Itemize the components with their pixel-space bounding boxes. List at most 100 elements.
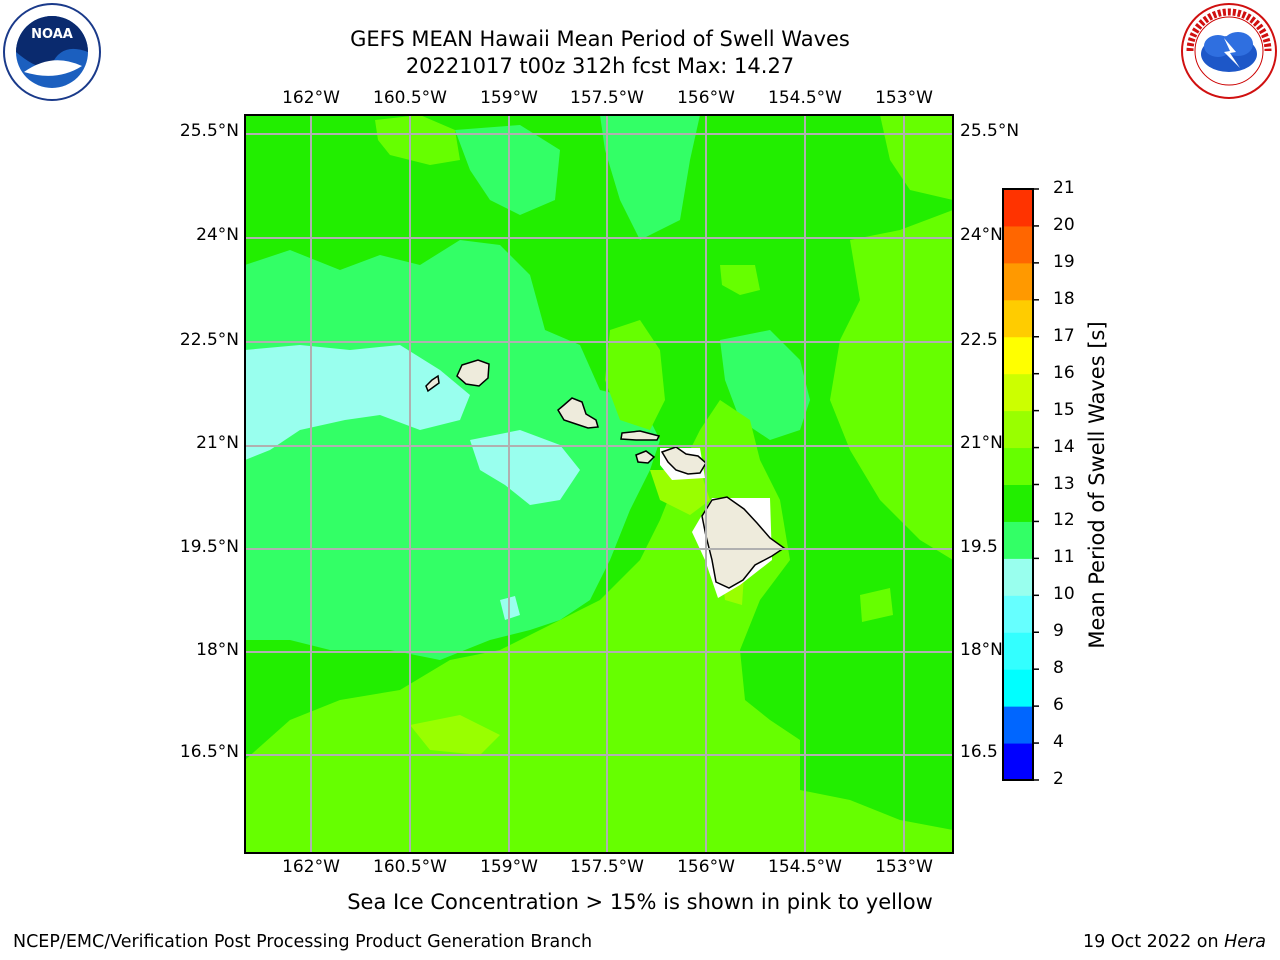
colorbar-tick-label: 2 bbox=[1053, 769, 1064, 789]
lat-tick: 16.5°N bbox=[179, 742, 239, 762]
chart-title: GEFS MEAN Hawaii Mean Period of Swell Wa… bbox=[350, 27, 850, 51]
colorbar-tick-label: 11 bbox=[1053, 547, 1075, 568]
lon-tick: 153°W bbox=[875, 88, 933, 108]
island-niihau bbox=[425, 374, 440, 393]
colorbar-tick-label: 6 bbox=[1053, 695, 1064, 716]
colorbar-segment bbox=[1003, 521, 1033, 559]
colorbar-segment bbox=[1003, 262, 1033, 301]
field-12-13-northcentral bbox=[605, 320, 665, 430]
colorbar-tick-label: 8 bbox=[1053, 658, 1064, 679]
lon-tick: 154.5°W bbox=[768, 857, 842, 877]
colorbar-tick-label: 17 bbox=[1053, 325, 1075, 346]
colorbar-segment bbox=[1003, 484, 1033, 522]
colorbar-segment bbox=[1003, 632, 1033, 670]
lon-tick: 156°W bbox=[677, 88, 735, 108]
colorbar-segment bbox=[1003, 447, 1033, 485]
colorbar-segment bbox=[1003, 299, 1033, 338]
lat-tick: 21°N bbox=[960, 433, 1003, 453]
colorbar-tick-label: 20 bbox=[1053, 214, 1075, 235]
colorbar-segment bbox=[1003, 225, 1033, 264]
colorbar-tick-label: 9 bbox=[1053, 621, 1064, 642]
colorbar-segment bbox=[1003, 743, 1033, 781]
field-12-13-east bbox=[830, 210, 953, 560]
islands bbox=[425, 359, 786, 589]
colorbar-segment bbox=[1003, 669, 1033, 707]
colorbar-segment bbox=[1003, 558, 1033, 596]
field-9-10-central bbox=[470, 430, 580, 505]
colorbar-tick-label: 18 bbox=[1053, 288, 1075, 309]
colorbar-segment bbox=[1003, 595, 1033, 633]
lon-tick: 162°W bbox=[282, 88, 340, 108]
lat-tick: 22.5 bbox=[960, 330, 998, 350]
lon-tick: 156°W bbox=[677, 857, 735, 877]
lat-tick: 18°N bbox=[196, 640, 239, 660]
colorbar-segment bbox=[1003, 410, 1033, 449]
map-grid bbox=[245, 115, 953, 853]
lat-tick: 19.5°N bbox=[179, 537, 239, 557]
field-12-13-ne bbox=[880, 115, 953, 200]
field-10-11-west bbox=[245, 240, 660, 660]
field-10-11-north bbox=[455, 125, 560, 215]
colorbar-segment bbox=[1003, 336, 1033, 375]
colorbar-label: Mean Period of Swell Waves [s] bbox=[1085, 321, 1109, 649]
colorbar-tick-label: 15 bbox=[1053, 399, 1075, 420]
lat-tick: 25.5°N bbox=[179, 121, 239, 141]
field-12-13-far-east bbox=[860, 588, 893, 622]
lat-tick: 21°N bbox=[196, 433, 239, 453]
footer-date: 19 Oct 2022 on Hera bbox=[1083, 932, 1266, 952]
lon-tick: 160.5°W bbox=[373, 88, 447, 108]
colorbar-tick-label: 10 bbox=[1053, 584, 1075, 605]
map-field bbox=[245, 115, 953, 853]
colorbar bbox=[1003, 188, 1039, 781]
lon-tick: 157.5°W bbox=[570, 88, 644, 108]
colorbar-frame bbox=[1002, 188, 1034, 781]
lat-tick: 25.5°N bbox=[960, 121, 1020, 141]
field-10-11-northcentral bbox=[600, 115, 700, 240]
lat-tick: 22.5°N bbox=[179, 330, 239, 350]
lon-tick: 160.5°W bbox=[373, 857, 447, 877]
lat-tick: 24°N bbox=[960, 225, 1003, 245]
lat-tick: 24°N bbox=[196, 225, 239, 245]
lat-tick: 16.5 bbox=[960, 742, 998, 762]
field-12-13-nnw bbox=[375, 115, 460, 165]
footer-credit: NCEP/EMC/Verification Post Processing Pr… bbox=[13, 932, 593, 952]
lat-tick: 19.5 bbox=[960, 537, 998, 557]
field-12-13-mid bbox=[720, 265, 760, 295]
lon-tick: 159°W bbox=[480, 88, 538, 108]
island-hawaii bbox=[701, 496, 786, 589]
colorbar-tick-label: 16 bbox=[1053, 362, 1075, 383]
field-13-14-biglsland bbox=[650, 470, 710, 515]
colorbar-tick-label: 14 bbox=[1053, 436, 1075, 457]
island-maui bbox=[660, 446, 707, 475]
chart-subtitle: 20221017 t00z 312h fcst Max: 14.27 bbox=[405, 54, 795, 78]
footer-machine: Hera bbox=[1224, 932, 1266, 952]
noaa-logo: NOAA bbox=[2, 2, 102, 102]
sea-ice-caption: Sea Ice Concentration > 15% is shown in … bbox=[347, 890, 933, 914]
map-frame bbox=[244, 114, 954, 854]
field-10-11-east bbox=[720, 330, 810, 440]
lat-tick: 18°N bbox=[960, 640, 1003, 660]
colorbar-tick-label: 12 bbox=[1053, 510, 1075, 531]
colorbar-segment bbox=[1003, 373, 1033, 412]
nws-logo bbox=[1180, 2, 1278, 100]
lon-tick: 162°W bbox=[282, 857, 340, 877]
island-oahu bbox=[557, 397, 599, 429]
footer-date-text: 19 Oct 2022 on bbox=[1083, 932, 1225, 952]
colorbar-tick-label: 13 bbox=[1053, 473, 1075, 494]
lon-tick: 154.5°W bbox=[768, 88, 842, 108]
island-kauai bbox=[456, 359, 490, 387]
lon-tick: 159°W bbox=[480, 857, 538, 877]
island-lanai bbox=[635, 450, 656, 464]
svg-text:NOAA: NOAA bbox=[31, 27, 73, 42]
lon-tick: 153°W bbox=[875, 857, 933, 877]
lon-tick: 157.5°W bbox=[570, 857, 644, 877]
island-molokai bbox=[620, 430, 661, 441]
field-13-14-south bbox=[410, 715, 500, 755]
colorbar-segment bbox=[1003, 189, 1033, 227]
field-9-10-west bbox=[245, 345, 470, 460]
colorbar-segment bbox=[1003, 706, 1033, 744]
colorbar-tick-label: 4 bbox=[1053, 732, 1064, 753]
colorbar-tick-label: 21 bbox=[1053, 178, 1075, 198]
colorbar-tick-label: 19 bbox=[1053, 251, 1075, 272]
